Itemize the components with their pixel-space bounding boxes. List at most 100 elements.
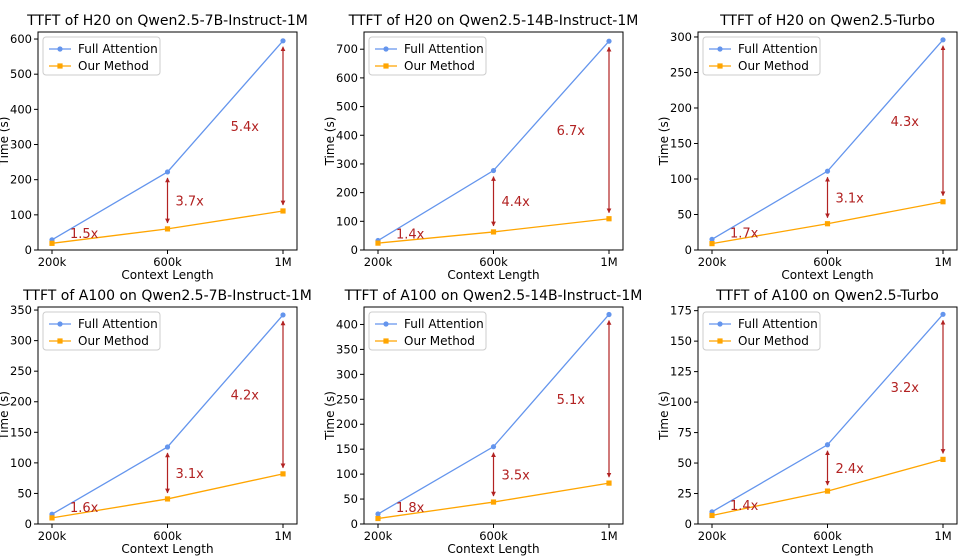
x-tick-label: 200k	[364, 529, 393, 543]
y-tick-label: 0	[685, 517, 692, 531]
y-tick-label: 0	[351, 243, 358, 257]
x-axis-label: Context Length	[121, 542, 213, 556]
y-axis-label: Time (s)	[657, 391, 671, 441]
legend-box	[368, 36, 487, 76]
legend-marker-full-attention	[383, 46, 389, 52]
x-tick-label: 1M	[600, 255, 617, 269]
data-point-our-method	[375, 515, 381, 522]
speedup-label: 1.8x	[396, 501, 425, 516]
speedup-label: 2.4x	[836, 462, 865, 477]
x-tick-label: 200k	[698, 255, 727, 269]
data-point-full-attention	[824, 168, 831, 174]
y-axis-label: Time (s)	[0, 117, 11, 167]
chart-panel: TTFT of H20 on Qwen2.5-7B-Instruct-1M 0 10…	[0, 13, 308, 282]
y-tick-label: 100	[10, 456, 32, 470]
y-tick-label: 0	[25, 517, 32, 531]
x-tick-label: 600k	[813, 529, 842, 543]
chart-panel: TTFT of H20 on Qwen2.5-Turbo 0 50 100 150 200…	[657, 13, 958, 282]
speedup-label: 1.5x	[70, 227, 99, 242]
legend-label: Full Attention	[738, 317, 818, 331]
y-tick-label: 300	[10, 138, 32, 152]
y-tick-label: 150	[10, 425, 32, 439]
x-tick-label: 200k	[38, 529, 67, 543]
data-point-our-method	[940, 456, 946, 462]
data-point-our-method	[280, 471, 286, 477]
chart-panel: TTFT of A100 on Qwen2.5-Turbo 0 25 50 75 100 1…	[657, 288, 958, 556]
y-tick-label: 150	[336, 442, 358, 456]
chart-title: TTFT of H20 on Qwen2.5-14B-Instruct-1M	[348, 13, 639, 29]
data-point-full-attention	[606, 38, 612, 44]
y-axis-label: Time (s)	[323, 117, 337, 167]
chart-title: TTFT of A100 on Qwen2.5-7B-Instruct-1M	[22, 288, 312, 304]
x-tick-label: 600k	[153, 529, 182, 543]
y-tick-label: 400	[336, 317, 358, 331]
legend-box	[702, 36, 821, 76]
data-point-full-attention	[280, 312, 286, 318]
chart-title: TTFT of H20 on Qwen2.5-7B-Instruct-1M	[26, 13, 308, 29]
legend-label: Our Method	[78, 59, 149, 73]
speedup-label: 4.3x	[891, 115, 920, 130]
x-tick-label: 1M	[600, 529, 617, 543]
y-tick-label: 100	[670, 395, 692, 409]
y-tick-label: 0	[25, 243, 32, 257]
legend-marker-full-attention	[383, 321, 389, 327]
y-axis-label: Time (s)	[657, 117, 671, 167]
y-tick-label: 25	[677, 487, 692, 501]
speedup-label: 5.4x	[231, 120, 260, 135]
legend-marker-our-method	[57, 63, 63, 69]
data-point-full-attention	[375, 511, 381, 517]
data-point-full-attention	[940, 37, 946, 43]
speedup-label: 1.4x	[730, 499, 759, 514]
legend-marker-our-method	[57, 338, 63, 344]
chart-panel: TTFT of A100 on Qwen2.5-7B-Instruct-1M 0 5…	[0, 288, 312, 556]
y-tick-label: 300	[10, 334, 32, 348]
y-tick-label: 150	[670, 136, 692, 150]
data-point-our-method	[940, 199, 946, 205]
x-axis-label: Context Length	[781, 268, 873, 282]
y-tick-label: 300	[336, 367, 358, 381]
legend-label: Full Attention	[404, 42, 484, 56]
legend-marker-full-attention	[717, 321, 723, 327]
y-tick-label: 200	[670, 101, 692, 115]
y-tick-label: 250	[336, 392, 358, 406]
y-tick-label: 0	[351, 517, 358, 531]
data-point-our-method	[280, 208, 286, 214]
speedup-label: 1.6x	[70, 501, 99, 516]
x-axis-label: Context Length	[781, 542, 873, 556]
y-tick-label: 200	[10, 173, 32, 187]
x-tick-label: 200k	[38, 255, 67, 269]
x-tick-label: 200k	[698, 529, 727, 543]
y-tick-label: 600	[10, 32, 32, 46]
x-axis-label: Context Length	[447, 542, 539, 556]
legend-label: Full Attention	[738, 42, 818, 56]
speedup-label: 6.7x	[557, 124, 586, 139]
legend-label: Full Attention	[404, 317, 484, 331]
speedup-label: 1.7x	[730, 226, 759, 241]
x-tick-label: 1M	[274, 255, 291, 269]
y-tick-label: 125	[670, 365, 692, 379]
data-point-our-method	[49, 515, 55, 521]
legend-label: Our Method	[404, 59, 475, 73]
y-tick-label: 300	[336, 157, 358, 171]
chart-title: TTFT of A100 on Qwen2.5-Turbo	[715, 288, 939, 304]
data-point-our-method	[824, 221, 831, 227]
legend-label: Our Method	[738, 334, 809, 348]
y-tick-label: 100	[336, 214, 358, 228]
data-point-our-method	[824, 488, 831, 494]
data-point-full-attention	[824, 442, 831, 448]
speedup-label: 3.1x	[176, 467, 205, 482]
data-point-our-method	[164, 226, 171, 232]
y-tick-label: 0	[685, 243, 692, 257]
speedup-label: 3.7x	[176, 194, 205, 209]
x-tick-label: 600k	[479, 529, 508, 543]
y-axis-label: Time (s)	[0, 391, 11, 441]
speedup-label: 3.1x	[836, 191, 865, 206]
data-point-full-attention	[164, 169, 171, 175]
chart-panel: TTFT of H20 on Qwen2.5-14B-Instruct-1M 0 1…	[323, 13, 638, 282]
x-tick-label: 1M	[274, 529, 291, 543]
legend-box	[42, 311, 161, 351]
y-tick-label: 250	[10, 364, 32, 378]
chart-panel: TTFT of A100 on Qwen2.5-14B-Instruct-1M 0…	[323, 288, 642, 556]
legend-marker-full-attention	[57, 46, 63, 52]
y-tick-label: 50	[677, 456, 692, 470]
